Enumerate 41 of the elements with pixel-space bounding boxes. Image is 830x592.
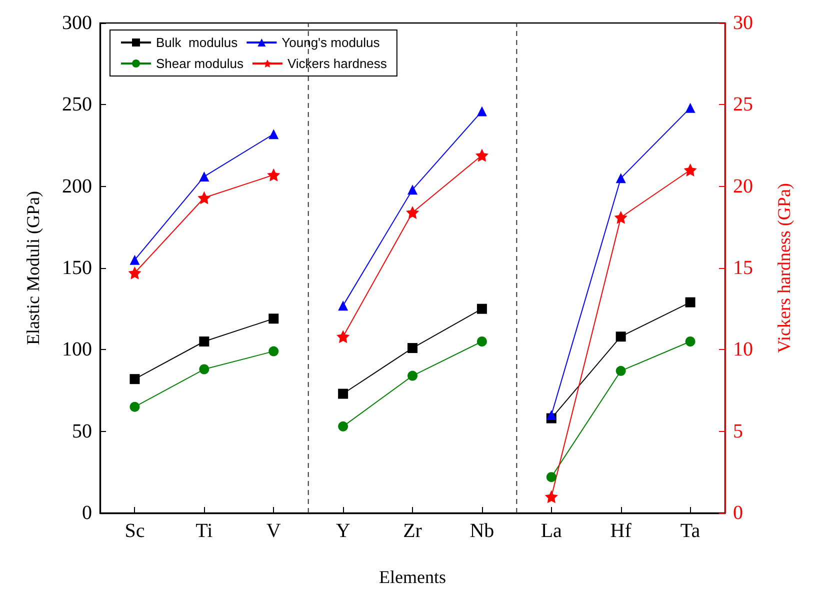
x-tick-label: Hf <box>610 520 632 542</box>
x-tick-label: La <box>540 520 562 542</box>
x-tick-label: Ta <box>680 520 700 542</box>
legend-label: Shear modulus <box>156 56 244 71</box>
point <box>546 410 556 420</box>
x-tick-label: Ti <box>196 520 214 542</box>
y2-tick-label: 15 <box>733 257 753 279</box>
point <box>685 102 696 113</box>
legend-label: Vickers hardness <box>287 56 388 71</box>
x-tick-label: Y <box>336 520 350 542</box>
y-tick-label: 0 <box>82 502 92 524</box>
x-tick-label: Nb <box>470 520 494 542</box>
y2-tick-label: 10 <box>733 338 753 361</box>
y2-tick-label: 30 <box>733 12 753 34</box>
x-tick-label: Sc <box>124 520 145 542</box>
y2-tick-label: 20 <box>733 175 753 198</box>
y-tick-label: 200 <box>62 175 92 198</box>
legend-label: Young's modulus <box>282 35 380 50</box>
y2-tick-label: 25 <box>733 94 753 116</box>
x-tick-label: Zr <box>403 520 422 542</box>
point <box>616 366 626 376</box>
point <box>685 336 696 346</box>
y-tick-label: 50 <box>72 420 92 442</box>
point <box>685 297 696 308</box>
y-tick-label: 300 <box>62 12 92 34</box>
y2-tick-label: 0 <box>733 502 743 524</box>
point <box>614 210 628 224</box>
y-axis-title: Elastic Moduli (GPa) <box>23 191 43 345</box>
point <box>546 472 556 482</box>
x-tick-label: V <box>266 520 282 542</box>
point <box>684 164 697 176</box>
point <box>544 490 558 504</box>
y-tick-label: 150 <box>62 257 92 279</box>
legend-label: Bulk modulus <box>156 35 238 50</box>
point <box>616 173 626 184</box>
y-tick-label: 250 <box>62 94 92 116</box>
y2-tick-label: 5 <box>733 420 743 442</box>
y2-axis-title: Vickers hardness (GPa) <box>774 183 794 353</box>
x-axis-title: Elements <box>379 567 446 587</box>
point <box>616 332 626 342</box>
y-tick-label: 100 <box>62 338 92 361</box>
